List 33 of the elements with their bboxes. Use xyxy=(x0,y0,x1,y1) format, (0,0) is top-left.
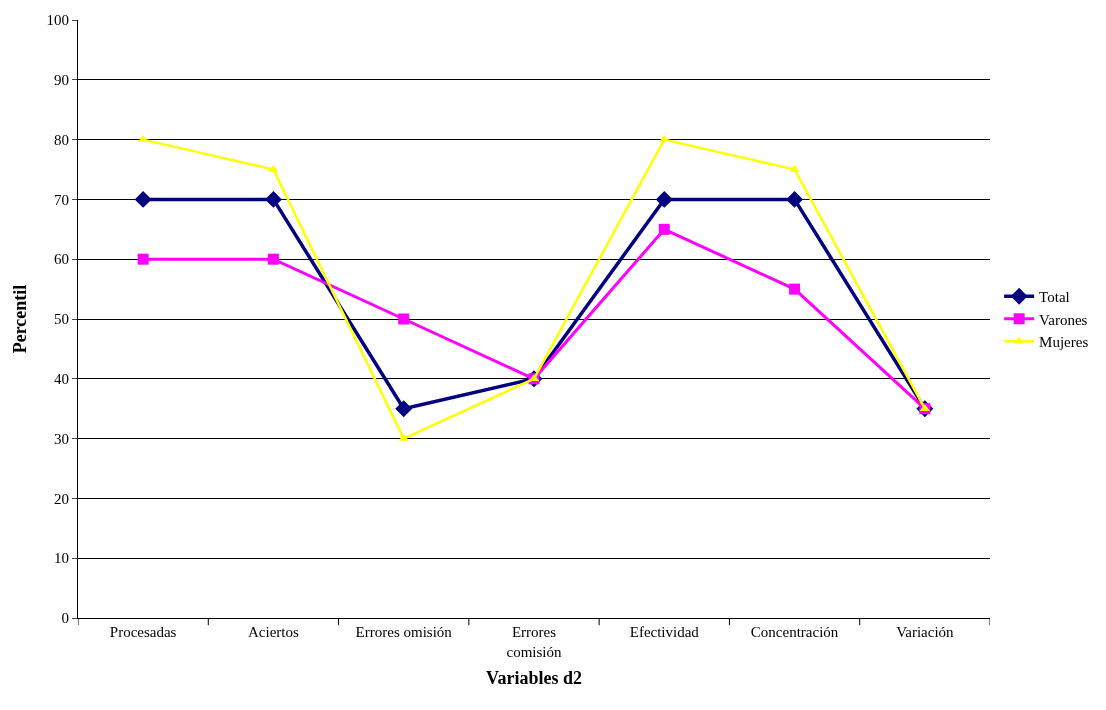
point xyxy=(264,190,282,208)
y-tick-label: 40 xyxy=(54,371,69,388)
point xyxy=(134,190,152,208)
y-tick-label: 30 xyxy=(54,430,69,447)
point xyxy=(658,223,670,235)
point xyxy=(655,190,673,208)
point xyxy=(786,190,804,208)
x-tick-label: Aciertos xyxy=(248,624,299,640)
y-axis-title: Percentil xyxy=(9,284,30,354)
y-tick-label: 60 xyxy=(54,251,69,268)
legend-label: Total xyxy=(1039,289,1070,306)
y-tick-label: 70 xyxy=(54,191,69,208)
point xyxy=(267,253,279,265)
x-tick-label: Errores omisión xyxy=(355,624,453,640)
point xyxy=(395,400,413,418)
point xyxy=(789,283,801,295)
x-axis-title: Variables d2 xyxy=(486,667,582,688)
y-tick-label: 50 xyxy=(54,311,69,328)
point xyxy=(137,253,149,265)
y-tick-label: 90 xyxy=(54,72,69,89)
x-tick-label: Efectividad xyxy=(629,624,700,640)
x-tick-label: Variación xyxy=(896,624,955,640)
legend-label: Mujeres xyxy=(1039,334,1089,351)
y-tick-label: 80 xyxy=(54,131,69,148)
x-tick-label: Errores comisión xyxy=(506,624,562,660)
y-tick-label: 0 xyxy=(61,610,69,627)
x-tick-label: Concentración xyxy=(750,624,839,640)
legend-label: Varones xyxy=(1039,311,1088,328)
x-tick-label: Procesadas xyxy=(109,624,177,640)
y-tick-label: 100 xyxy=(46,12,69,29)
point xyxy=(398,313,410,325)
y-tick-label: 10 xyxy=(54,550,69,567)
y-tick-label: 20 xyxy=(54,490,69,507)
